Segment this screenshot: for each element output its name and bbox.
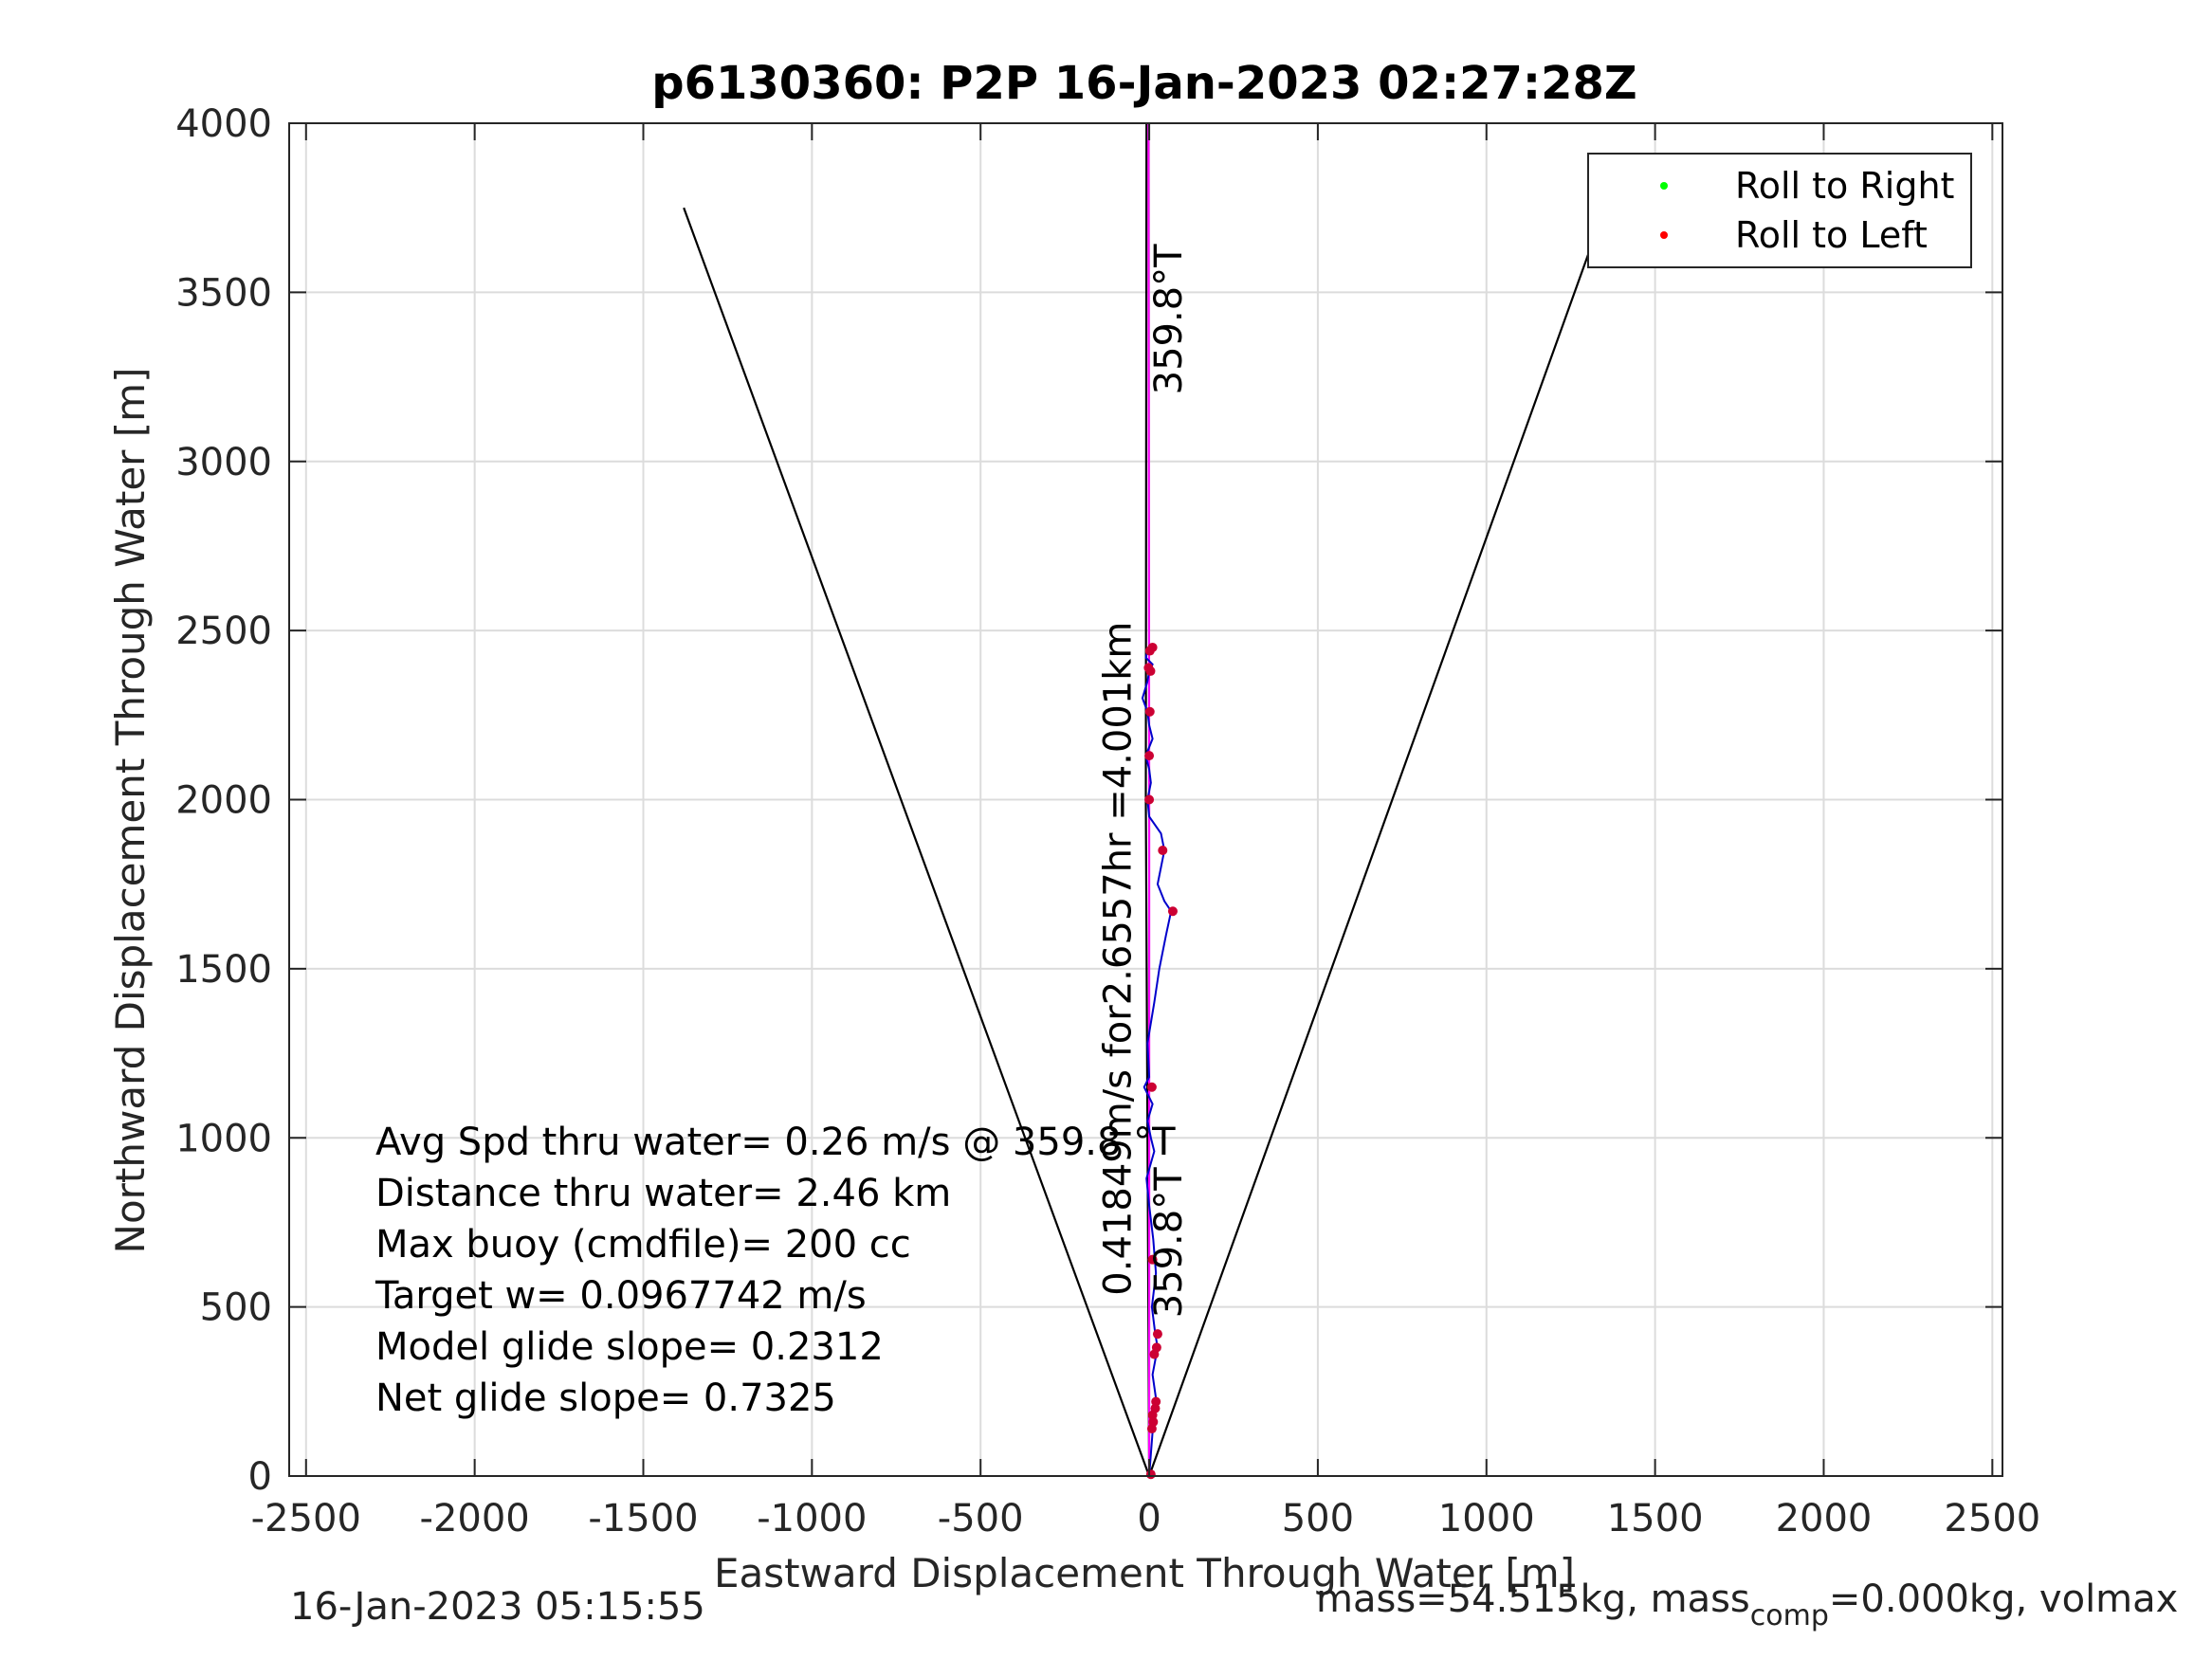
x-tick-label: 2500 — [1944, 1497, 2040, 1540]
y-tick-label: 1500 — [175, 948, 272, 992]
stats-line: Net glide slope= 0.7325 — [375, 1376, 836, 1420]
legend-box — [1587, 153, 1972, 268]
stats-line: Distance thru water= 2.46 km — [375, 1172, 951, 1215]
y-tick-label: 500 — [200, 1286, 272, 1330]
x-tick-label: 1000 — [1438, 1497, 1535, 1540]
legend: Roll to Right Roll to Left — [1587, 153, 1972, 268]
x-tick-label: 2000 — [1776, 1497, 1873, 1540]
y-tick-label: 0 — [248, 1455, 272, 1499]
y-tick-label: 2000 — [175, 779, 272, 823]
y-tick-label: 2500 — [175, 610, 272, 653]
roll-left-point — [1147, 1254, 1158, 1265]
roll-left-point — [1143, 663, 1154, 673]
y-tick-label: 3500 — [175, 271, 272, 315]
footer-timestamp: 16-Jan-2023 05:15:55 — [290, 1585, 705, 1629]
legend-marker — [1660, 231, 1668, 239]
stats-line: Max buoy (cmdfile)= 200 cc — [375, 1223, 911, 1267]
mass-subscript: comp — [1749, 1599, 1829, 1632]
y-tick-label: 3000 — [175, 441, 272, 484]
roll-left-point — [1151, 1396, 1161, 1407]
legend-label: Roll to Left — [1735, 214, 1928, 256]
stats-line: Target w= 0.0967742 m/s — [375, 1274, 867, 1318]
roll-left-point — [1144, 751, 1155, 761]
x-tick-label: 0 — [1137, 1497, 1161, 1540]
roll-left-point — [1144, 794, 1155, 805]
chart-title: p6130360: P2P 16-Jan-2023 02:27:28Z — [651, 57, 1636, 110]
roll-left-point — [1158, 846, 1168, 856]
x-tick-label: -1000 — [757, 1497, 867, 1540]
stats-line: Model glide slope= 0.2312 — [375, 1325, 884, 1369]
legend-marker — [1660, 182, 1668, 190]
roll-left-point — [1167, 906, 1178, 917]
x-tick-label: -1500 — [588, 1497, 698, 1540]
stats-block: Avg Spd thru water= 0.26 m/s @ 359.8 °T D… — [375, 1121, 1176, 1420]
footer-mass: mass=54.515kg, masscomp=0.000kg, volmax — [1316, 1577, 2178, 1632]
annotations: 359.8°T0.41849m/s for2.6557hr =4.001km 35… — [1096, 244, 1190, 1318]
roll-left-point — [1152, 1329, 1162, 1340]
x-tick-label: -2500 — [251, 1497, 361, 1540]
series-cone-left — [683, 207, 1151, 1477]
stats-line: Avg Spd thru water= 0.26 m/s @ 359.8 °T — [375, 1121, 1176, 1164]
axis-ticks: -2500 -2000 -1500 -1000 -500 0 500 1000 1500 2000… — [175, 102, 2040, 1540]
series-cone-right — [1148, 204, 1608, 1477]
x-axis-label: Eastward Displacement Through Water [m] — [714, 1550, 1575, 1596]
plot-annotation: 359.8°T — [1147, 1167, 1191, 1319]
x-tick-label: 1500 — [1607, 1497, 1704, 1540]
roll-left-point — [1147, 642, 1158, 652]
y-tick-label: 4000 — [175, 102, 272, 146]
x-tick-label: -2000 — [420, 1497, 530, 1540]
roll-left-point — [1151, 1342, 1161, 1353]
y-tick-label: 1000 — [175, 1117, 272, 1160]
y-axis-label: Northward Displacement Through Water [m] — [107, 368, 154, 1254]
x-tick-label: 500 — [1282, 1497, 1354, 1540]
mass-tail: =0.000kg, volmax — [1828, 1577, 2179, 1621]
roll-left-point — [1145, 1469, 1156, 1480]
data-layer — [683, 122, 1608, 1480]
plot-annotation: 359.8°T — [1147, 244, 1191, 395]
plot-annotation: 0.41849m/s for2.6557hr =4.001km — [1096, 622, 1140, 1296]
legend-label: Roll to Right — [1735, 165, 1954, 207]
roll-left-point — [1146, 1082, 1157, 1092]
roll-left-point — [1144, 706, 1155, 717]
x-tick-label: -500 — [938, 1497, 1024, 1540]
mass-text: mass=54.515kg, mass — [1316, 1577, 1750, 1621]
